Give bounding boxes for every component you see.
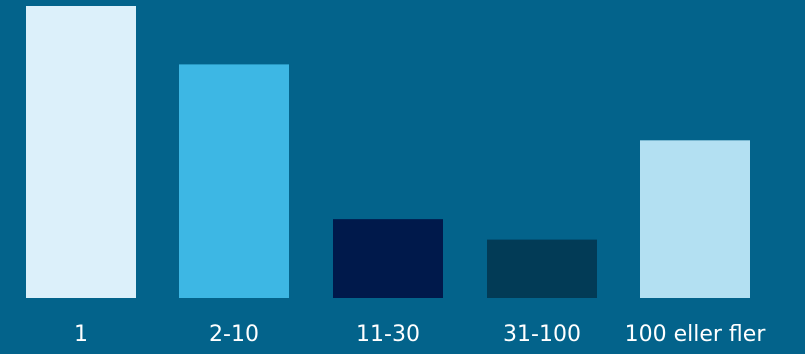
x-tick-label: 100 eller fler [625,322,767,347]
bar-5 [640,140,750,298]
bar-4 [487,239,597,298]
x-tick-labels: 1 2-10 11-30 31-100 100 eller fler [74,322,766,347]
bar-3 [333,219,443,298]
x-tick-label: 31-100 [503,322,581,347]
bars-group [26,6,750,299]
bar-1 [26,6,136,298]
bar-2 [179,64,289,299]
x-tick-label: 1 [74,322,88,347]
x-tick-label: 11-30 [356,322,420,347]
x-tick-label: 2-10 [209,322,259,347]
